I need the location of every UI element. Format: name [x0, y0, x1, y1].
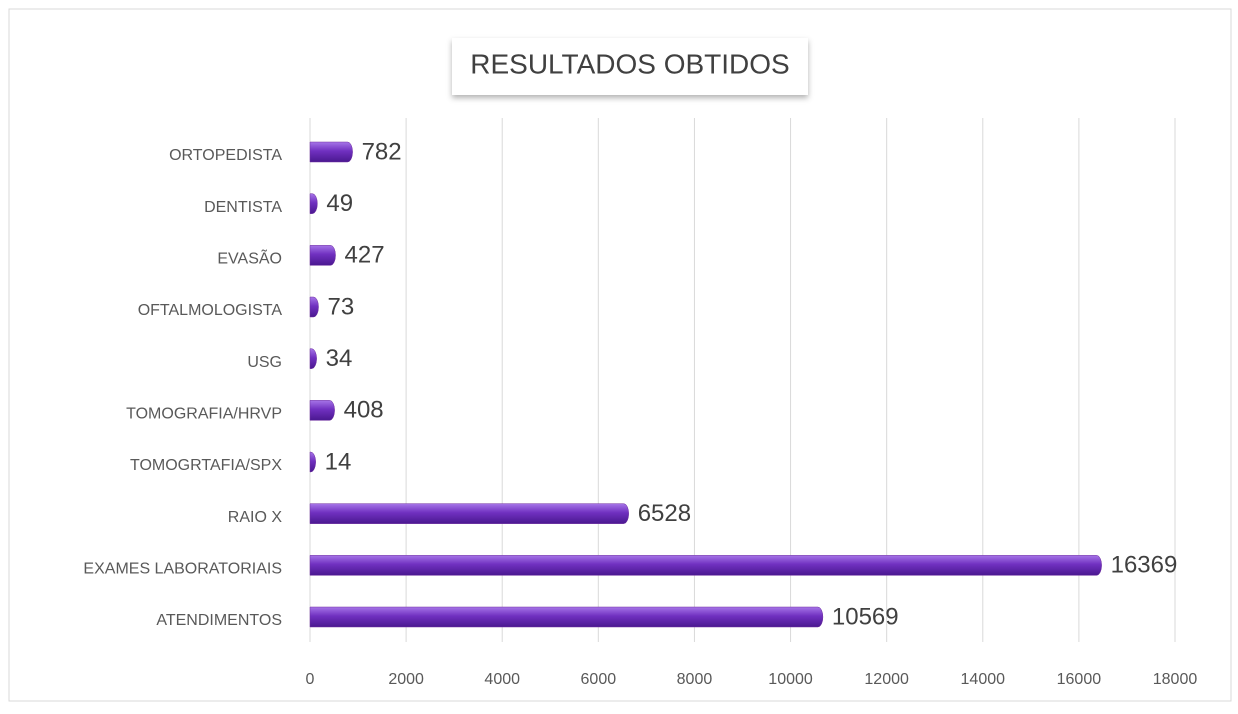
chart-title: RESULTADOS OBTIDOS [470, 48, 789, 79]
value-label: 14 [325, 448, 352, 475]
x-tick-label: 6000 [581, 671, 617, 688]
y-tick-label: EVASÃO [217, 248, 282, 268]
y-tick-label: TOMOGRAFIA/HRVP [126, 406, 282, 423]
bar [309, 348, 317, 369]
y-tick-label: OFTALMOLOGISTA [138, 302, 283, 319]
x-tick-label: 14000 [961, 671, 1006, 688]
bar [309, 555, 1102, 576]
x-tick-label: 16000 [1057, 671, 1102, 688]
value-label: 34 [326, 345, 353, 372]
x-tick-label: 18000 [1153, 671, 1198, 688]
y-tick-label: TOMOGRTAFIA/SPX [130, 457, 282, 474]
chart-frame [8, 8, 1232, 702]
y-tick-label: USG [247, 354, 282, 371]
bar [309, 193, 318, 214]
bar [309, 606, 824, 628]
value-label: 16369 [1111, 552, 1178, 579]
title-box [452, 38, 808, 95]
bar [309, 296, 319, 318]
bar [309, 245, 336, 266]
x-tick-label: 2000 [388, 671, 424, 688]
bar [309, 503, 629, 524]
y-tick-label: ATENDIMENTOS [156, 612, 282, 629]
value-label: 6528 [638, 500, 691, 527]
x-tick-label: 12000 [864, 671, 909, 688]
x-tick-label: 4000 [484, 671, 520, 688]
value-label: 73 [328, 293, 355, 320]
value-label: 408 [344, 397, 384, 424]
x-tick-label: 10000 [768, 671, 813, 688]
bar [309, 141, 353, 163]
y-tick-label: EXAMES LABORATORIAIS [83, 561, 282, 578]
value-label: 49 [326, 190, 353, 217]
value-label: 427 [345, 242, 385, 269]
y-tick-label: DENTISTA [204, 199, 282, 216]
value-label: 782 [362, 138, 402, 165]
x-tick-label: 0 [306, 671, 315, 688]
y-tick-label: RAIO X [228, 509, 283, 526]
value-label: 10569 [832, 603, 899, 630]
y-tick-label: ORTOPEDISTA [169, 147, 282, 164]
x-tick-label: 8000 [677, 671, 713, 688]
bar [309, 400, 335, 421]
bar [309, 451, 316, 473]
